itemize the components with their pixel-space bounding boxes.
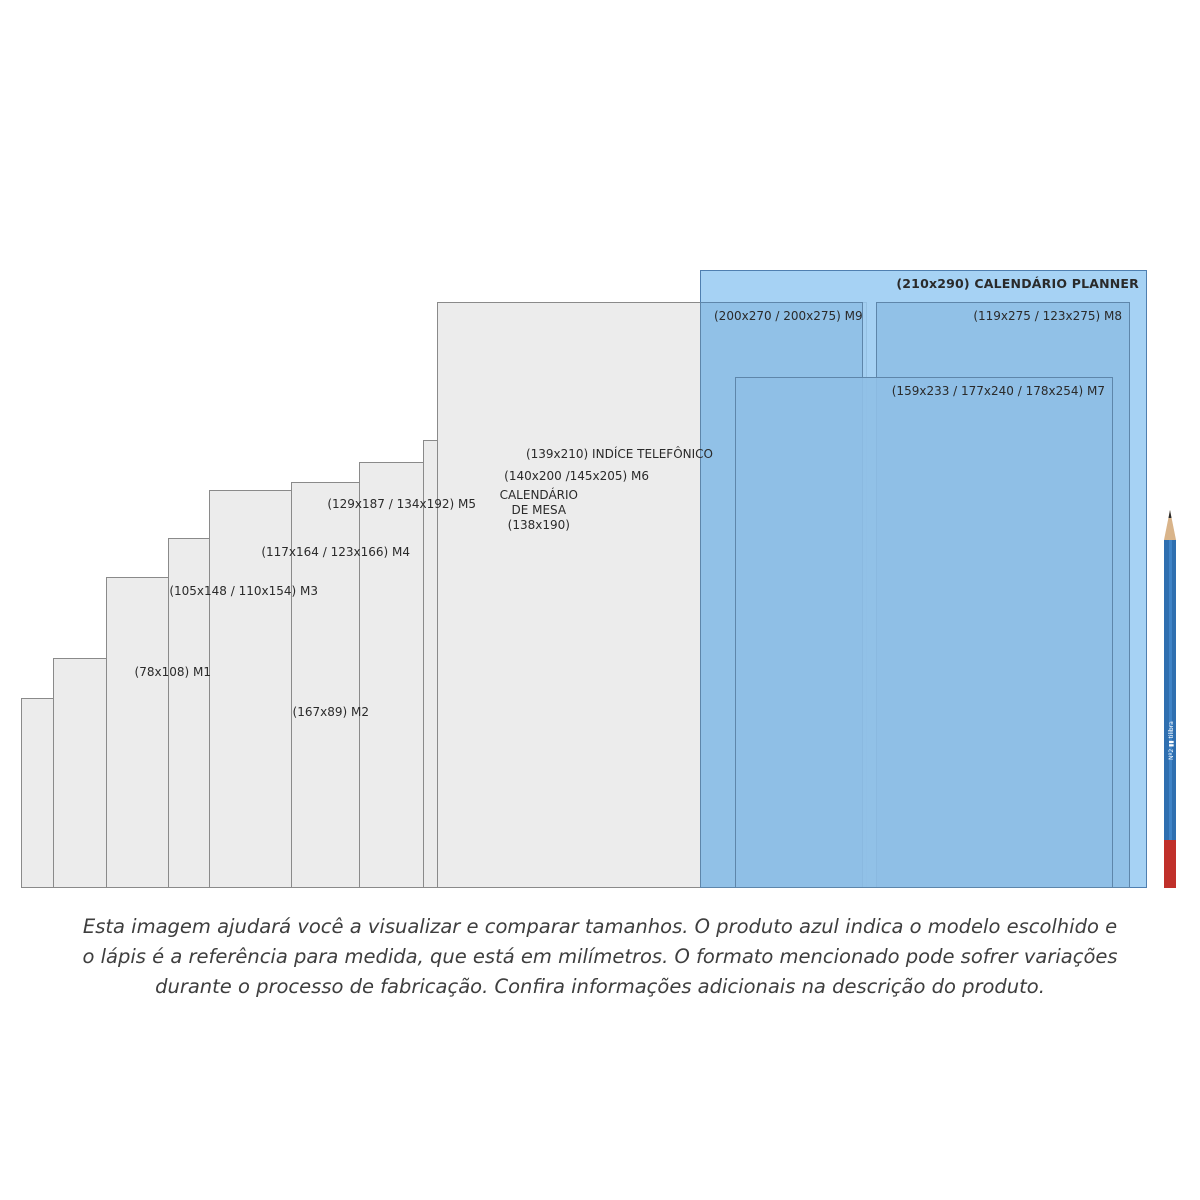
pencil-icon: Nº2 ▮▮ tilibra	[1164, 510, 1176, 888]
caption-line-1: Esta imagem ajudará você a visualizar e …	[82, 915, 1118, 938]
format-label-m2: (167x89) M2	[292, 705, 369, 719]
pencil-tip	[1164, 510, 1176, 540]
format-label-m8: (119x275 / 123x275) M8	[973, 309, 1122, 323]
pencil-print: Nº2 ▮▮ tilibra	[1168, 721, 1175, 760]
pencil-highlight	[1169, 540, 1172, 840]
format-label-m3: (105x148 / 110x154) M3	[169, 584, 318, 598]
format-label-calendario-mesa: CALENDÁRIO DE MESA (138x190)	[499, 488, 578, 532]
format-label-m5: (129x187 / 134x192) M5	[327, 497, 476, 511]
format-label-m9: (200x270 / 200x275) M9	[714, 309, 863, 323]
format-label-planner: (210x290) CALENDÁRIO PLANNER	[896, 276, 1139, 291]
caption: Esta imagem ajudará você a visualizar e …	[60, 912, 1140, 1002]
format-label-m6: (140x200 /145x205) M6	[504, 469, 649, 483]
caption-line-2: o lápis é a referência para medida, que …	[82, 945, 1118, 968]
format-label-m4: (117x164 / 123x166) M4	[261, 545, 410, 559]
format-label-indice: (139x210) INDÍCE TELEFÔNICO	[525, 447, 713, 461]
format-label-m7: (159x233 / 177x240 / 178x254) M7	[891, 384, 1105, 398]
pencil-lead	[1168, 510, 1172, 518]
format-label-m1: (78x108) M1	[134, 665, 211, 679]
format-box-m7	[735, 377, 1113, 888]
caption-line-3: durante o processo de fabricação. Confir…	[155, 975, 1045, 998]
pencil-end	[1164, 840, 1176, 888]
